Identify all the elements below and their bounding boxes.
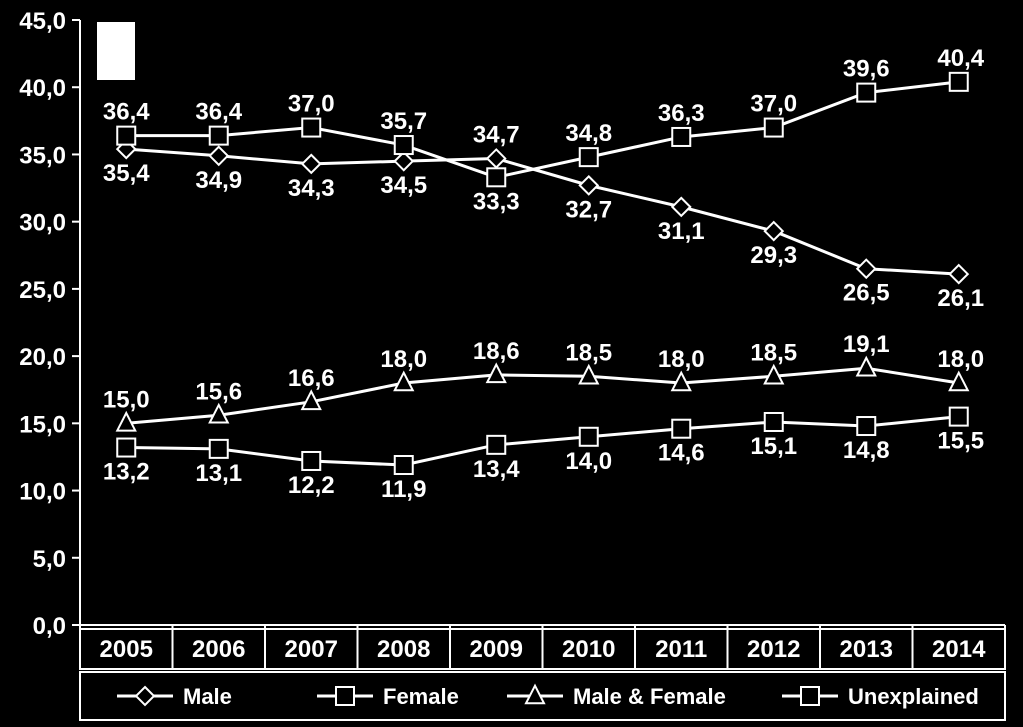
data-label: 11,9	[381, 476, 426, 503]
data-label: 15,0	[103, 386, 150, 413]
legend-label: Male & Female	[573, 684, 726, 709]
data-label: 35,7	[380, 108, 427, 135]
data-label: 13,1	[195, 460, 242, 487]
data-label: 13,4	[473, 456, 520, 483]
y-tick-label: 20,0	[19, 344, 66, 371]
data-label: 18,5	[750, 339, 797, 366]
legend-label: Male	[183, 684, 232, 709]
data-label: 14,0	[565, 448, 612, 475]
x-tick-label: 2008	[377, 636, 430, 663]
x-tick-label: 2010	[562, 636, 615, 663]
data-label: 18,6	[473, 338, 520, 365]
x-tick-label: 2013	[840, 636, 893, 663]
y-tick-label: 15,0	[19, 411, 66, 438]
data-label: 18,0	[937, 346, 984, 373]
x-tick-label: 2009	[470, 636, 523, 663]
y-tick-label: 25,0	[19, 277, 66, 304]
y-tick-label: 30,0	[19, 210, 66, 237]
data-label: 34,9	[195, 167, 242, 194]
x-tick-label: 2014	[932, 636, 986, 663]
data-label: 33,3	[473, 188, 520, 215]
legend-item: Female	[317, 684, 459, 709]
data-label: 32,7	[565, 196, 612, 223]
data-label: 14,6	[658, 440, 705, 467]
data-label: 18,5	[565, 339, 612, 366]
data-label: 26,1	[937, 285, 984, 312]
data-label: 15,5	[937, 428, 984, 455]
data-label: 19,1	[843, 331, 890, 358]
data-label: 39,6	[843, 56, 890, 83]
legend-label: Unexplained	[848, 684, 979, 709]
data-label: 16,6	[288, 365, 335, 392]
x-tick-label: 2011	[655, 636, 707, 663]
y-tick-label: 40,0	[19, 75, 66, 102]
y-tick-label: 35,0	[19, 142, 66, 169]
y-tick-label: 10,0	[19, 479, 66, 506]
x-tick-label: 2006	[192, 636, 245, 663]
chart-container: 0,0 5,0 10,0 15,0 20,0 25,0 30,0 35,0 40,0 45,0 20…	[0, 0, 1023, 727]
data-label: 35,4	[103, 160, 150, 187]
data-label: 36,3	[658, 100, 705, 127]
data-label: 34,3	[288, 175, 335, 202]
x-tick-label: 2012	[747, 636, 800, 663]
data-label: 14,8	[843, 437, 890, 464]
data-label: 12,2	[288, 472, 335, 499]
data-label: 18,0	[658, 346, 705, 373]
y-tick-label: 45,0	[19, 8, 66, 35]
data-label: 36,4	[103, 99, 150, 126]
data-label: 13,2	[103, 459, 150, 486]
x-tick-label: 2007	[285, 636, 338, 663]
data-label: 18,0	[380, 346, 427, 373]
legend-item: Unexplained	[782, 684, 979, 709]
y-tick-label: 0,0	[33, 613, 66, 640]
data-label: 26,5	[843, 280, 890, 307]
data-label: 15,6	[195, 378, 242, 405]
data-label: 40,4	[937, 45, 984, 72]
data-label: 34,8	[565, 120, 612, 147]
data-label: 37,0	[288, 91, 335, 118]
data-label: 34,7	[473, 121, 520, 148]
data-label: 34,5	[380, 172, 427, 199]
x-tick-label: 2005	[100, 636, 153, 663]
line-chart: 0,0 5,0 10,0 15,0 20,0 25,0 30,0 35,0 40,0 45,0 20…	[0, 0, 1023, 727]
data-label: 29,3	[750, 242, 797, 269]
decor-box	[97, 22, 135, 80]
y-tick-label: 5,0	[33, 546, 66, 573]
data-label: 36,4	[195, 99, 242, 126]
data-label: 37,0	[750, 91, 797, 118]
data-label: 15,1	[750, 433, 797, 460]
data-label: 31,1	[658, 218, 705, 245]
legend-label: Female	[383, 684, 459, 709]
